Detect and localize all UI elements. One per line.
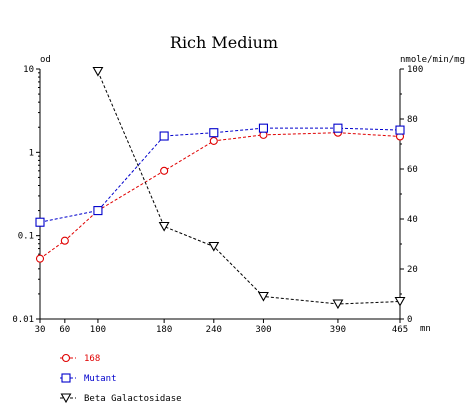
legend-item-mutant: Mutant — [60, 373, 117, 384]
legend-item-168: 168 — [60, 353, 100, 364]
series-beta-galactosidase — [92, 66, 406, 310]
legend: 168 Mutant Beta Galactosidase — [60, 353, 182, 404]
x-tick-label: 300 — [255, 325, 271, 335]
series-line-beta-galactosidase — [97, 71, 401, 305]
data-point-mutant — [333, 123, 343, 133]
series-mutant — [35, 123, 405, 227]
y-left-axis-label: od — [40, 55, 51, 65]
data-point-beta-galactosidase — [158, 221, 170, 232]
data-point-168 — [160, 166, 169, 175]
legend-marker-beta-galactosidase — [60, 393, 72, 404]
x-tick-label: 180 — [156, 325, 172, 335]
y-right-tick-label: 20 — [407, 265, 418, 275]
y-right-tick-label: 100 — [407, 65, 423, 75]
x-tick-label: 240 — [206, 325, 222, 335]
y-left-tick-label: 1 — [29, 148, 34, 158]
data-point-mutant — [159, 131, 169, 141]
y-right-tick-label: 40 — [407, 215, 418, 225]
data-point-168 — [60, 236, 69, 245]
y-left-tick-label: 10 — [23, 65, 34, 75]
y-right-tick-label: 0 — [407, 315, 412, 325]
data-point-beta-galactosidase — [92, 66, 104, 77]
legend-marker-mutant — [61, 373, 71, 383]
legend-label: Mutant — [84, 374, 117, 384]
x-axis-label: mn — [420, 324, 431, 334]
data-point-beta-galactosidase — [394, 296, 406, 307]
x-tick-label: 60 — [59, 325, 70, 335]
data-point-mutant — [93, 206, 103, 216]
legend-marker-168 — [61, 353, 71, 363]
legend-item-beta-galactosidase: Beta Galactosidase — [60, 393, 182, 404]
y-right-axis-label: nmole/min/mg — [400, 55, 465, 65]
x-tick-label: 30 — [35, 325, 46, 335]
chart-title: Rich Medium — [170, 33, 278, 52]
legend-label: 168 — [84, 354, 100, 364]
data-point-168 — [35, 254, 45, 263]
y-right-tick-label: 80 — [407, 115, 418, 125]
data-point-mutant — [35, 217, 45, 227]
data-point-mutant — [258, 123, 268, 133]
data-point-beta-galactosidase — [332, 299, 344, 310]
series-168 — [35, 128, 405, 263]
x-tick-label: 390 — [330, 325, 346, 335]
axes: 30 60 100 180 240 300 390 4650.010.111002040608… — [12, 65, 423, 335]
x-tick-label: 465 — [392, 325, 408, 335]
x-tick-label: 100 — [90, 325, 106, 335]
y-left-tick-label: 0.01 — [12, 315, 34, 325]
data-point-mutant — [209, 128, 219, 138]
data-point-beta-galactosidase — [258, 291, 269, 302]
data-point-beta-galactosidase — [208, 241, 220, 252]
series-line-168 — [39, 132, 401, 260]
legend-label: Beta Galactosidase — [84, 394, 182, 404]
data-point-mutant — [395, 125, 405, 135]
series-layer — [35, 66, 406, 310]
y-right-tick-label: 60 — [407, 165, 418, 175]
data-point-168 — [209, 136, 218, 145]
y-left-tick-label: 0.1 — [18, 232, 34, 242]
